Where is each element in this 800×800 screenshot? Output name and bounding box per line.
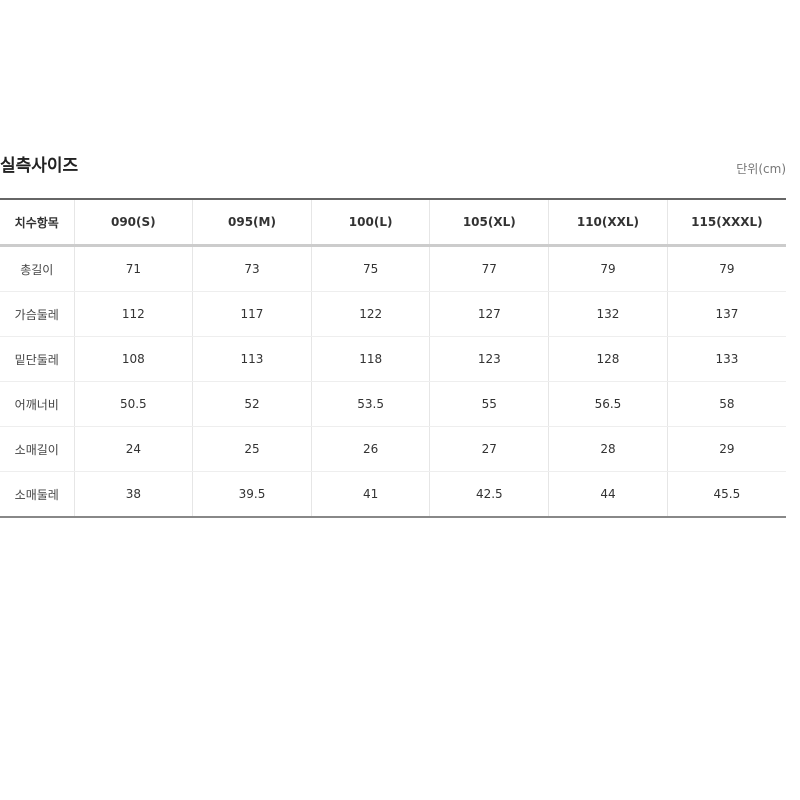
table-cell: 79: [666, 245, 786, 292]
table-cell: 128: [548, 336, 668, 382]
table-cell: 53.5: [310, 381, 430, 427]
table-cell: 71: [73, 245, 193, 292]
table-row: 소매길이 24 25 26 27 28 29: [0, 426, 786, 472]
table-cell: 38: [73, 471, 193, 518]
table-cell: 75: [310, 245, 430, 292]
header-cell: 110(XXL): [548, 199, 668, 247]
row-label: 가슴둘레: [0, 291, 74, 337]
table-cell: 50.5: [73, 381, 193, 427]
header-cell: 100(L): [310, 199, 430, 247]
table-cell: 73: [192, 245, 312, 292]
row-label: 총길이: [0, 245, 74, 292]
header-cell: 105(XL): [429, 199, 549, 247]
table-row: 총길이 71 73 75 77 79 79: [0, 245, 786, 292]
table-cell: 28: [548, 426, 668, 472]
table-cell: 55: [429, 381, 549, 427]
table-cell: 123: [429, 336, 549, 382]
table-cell: 113: [192, 336, 312, 382]
table-cell: 133: [666, 336, 786, 382]
table-cell: 41: [310, 471, 430, 518]
table-cell: 45.5: [666, 471, 786, 518]
table-cell: 58: [666, 381, 786, 427]
size-table: 치수항목 090(S) 095(M) 100(L) 105(XL) 110(XX…: [0, 198, 786, 518]
header-cell: 095(M): [192, 199, 312, 247]
header-cell: 090(S): [73, 199, 193, 247]
table-cell: 44: [548, 471, 668, 518]
table-cell: 127: [429, 291, 549, 337]
table-cell: 26: [310, 426, 430, 472]
table-cell: 108: [73, 336, 193, 382]
table-row: 어깨너비 50.5 52 53.5 55 56.5 58: [0, 381, 786, 427]
page-title: 실측사이즈: [0, 156, 79, 176]
header-cell: 115(XXXL): [666, 199, 786, 247]
table-cell: 132: [548, 291, 668, 337]
row-label: 소매길이: [0, 426, 74, 472]
table-header-row: 치수항목 090(S) 095(M) 100(L) 105(XL) 110(XX…: [0, 199, 786, 247]
row-label: 어깨너비: [0, 381, 74, 427]
table-cell: 118: [310, 336, 430, 382]
unit-label: 단위(cm): [736, 162, 786, 176]
row-label: 밑단둘레: [0, 336, 74, 382]
header-cell: 치수항목: [0, 199, 74, 247]
table-cell: 25: [192, 426, 312, 472]
table-cell: 79: [548, 245, 668, 292]
table-cell: 137: [666, 291, 786, 337]
table-cell: 112: [73, 291, 193, 337]
table-cell: 117: [192, 291, 312, 337]
table-cell: 56.5: [548, 381, 668, 427]
table-row: 소매둘레 38 39.5 41 42.5 44 45.5: [0, 471, 786, 518]
table-cell: 52: [192, 381, 312, 427]
table-cell: 27: [429, 426, 549, 472]
table-row: 밑단둘레 108 113 118 123 128 133: [0, 336, 786, 382]
table-cell: 77: [429, 245, 549, 292]
table-cell: 29: [666, 426, 786, 472]
table-cell: 24: [73, 426, 193, 472]
row-label: 소매둘레: [0, 471, 74, 518]
table-cell: 42.5: [429, 471, 549, 518]
table-cell: 39.5: [192, 471, 312, 518]
table-row: 가슴둘레 112 117 122 127 132 137: [0, 291, 786, 337]
table-cell: 122: [310, 291, 430, 337]
